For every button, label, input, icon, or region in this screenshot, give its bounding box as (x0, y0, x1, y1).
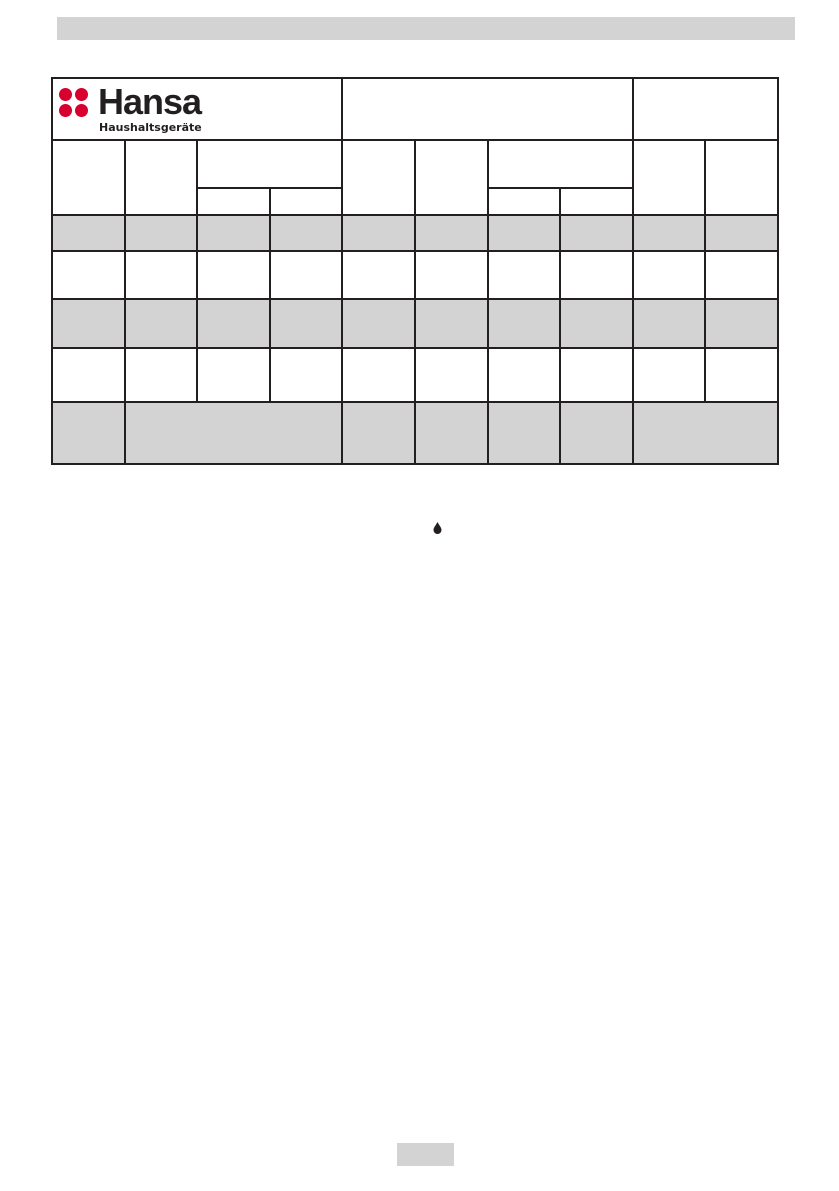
column-header (704, 139, 779, 216)
subcolumn-header (196, 187, 271, 216)
subcolumn-header (559, 187, 634, 216)
water-drop-icon (433, 522, 442, 534)
column-group-header (486, 139, 634, 189)
header-cell (631, 77, 779, 141)
table-row (51, 401, 779, 465)
subcolumn-header (486, 187, 562, 216)
hansa-logo-dots (59, 88, 89, 118)
page-number-box (397, 1143, 454, 1166)
table-row (51, 214, 779, 252)
table-row (51, 347, 779, 403)
table-row (51, 298, 779, 349)
column-header (123, 139, 199, 216)
specification-table: Hansa Haushaltsgeräte (50, 77, 779, 465)
table-row (51, 250, 779, 300)
logo-cell: Hansa Haushaltsgeräte (50, 77, 344, 141)
column-header (631, 139, 707, 216)
column-header (341, 139, 416, 216)
header-bar (57, 17, 795, 40)
column-header (413, 139, 489, 216)
header-cell (341, 77, 634, 141)
column-group-header (196, 139, 344, 189)
brand-name: Hansa (98, 81, 202, 122)
subcolumn-header (268, 187, 344, 216)
column-header (51, 139, 126, 216)
brand-tagline: Haushaltsgeräte (99, 121, 202, 134)
